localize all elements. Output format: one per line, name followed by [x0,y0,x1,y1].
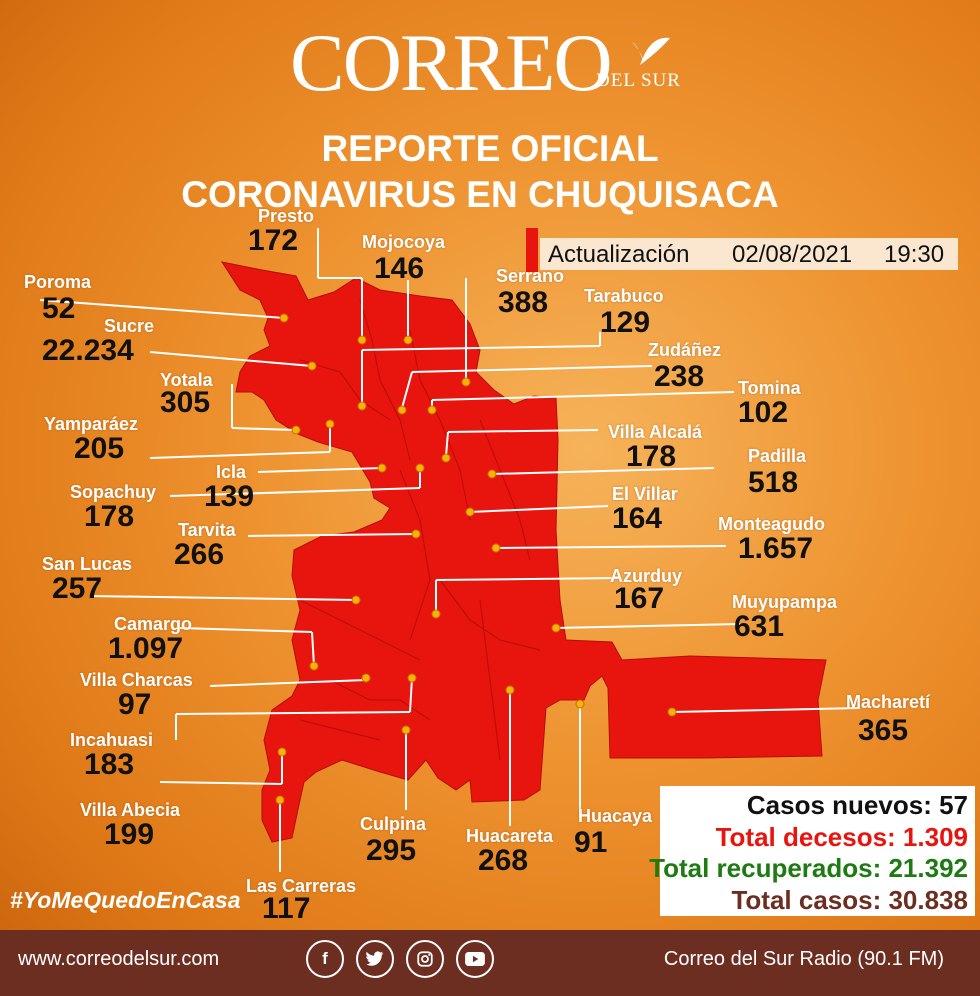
update-label: Actualización [548,241,690,268]
cases-san-lucas: 257 [52,572,103,605]
cases-yamparaez: 205 [74,432,125,465]
update-marker [526,228,538,272]
cases-machareti: 365 [858,714,909,747]
cases-padilla: 518 [748,466,799,499]
cases-presto: 172 [248,224,299,257]
cases-icla: 139 [204,480,255,513]
cases-las-carreras: 117 [262,892,311,925]
cases-poroma: 52 [42,292,76,325]
cases-mojocoya: 146 [374,252,425,285]
total-recovered: Total recuperados: 21.392 [649,853,968,883]
label-monteagudo: Monteagudo [718,514,825,534]
total-deaths: Total decesos: 1.309 [715,821,968,852]
website-link[interactable]: www.correodelsur.com [18,948,220,970]
report-subtitle: CORONAVIRUS EN CHUQUISACA [181,174,779,215]
cases-sopachuy: 178 [84,500,135,533]
youtube-icon[interactable] [456,940,494,978]
cases-yotala: 305 [160,386,211,419]
label-huacareta: Huacareta [466,826,554,846]
hashtag: #YoMeQuedoEnCasa [10,887,241,913]
update-banner: Actualización 02/08/2021 19:30 [526,228,958,272]
label-tarvita: Tarvita [178,520,236,540]
leaf-icon [632,37,670,65]
update-time: 19:30 [884,241,945,268]
label-villa-alcala: Villa Alcalá [608,422,703,442]
logo-subtitle: DEL SUR [596,70,681,91]
label-machareti: Macharetí [846,692,931,712]
label-icla: Icla [216,462,247,482]
cases-monteagudo: 1.657 [738,532,814,565]
municipality-markers [275,313,677,805]
label-sucre: Sucre [104,316,155,336]
cases-culpina: 295 [366,834,417,867]
label-azurduy: Azurduy [610,566,682,586]
label-culpina: Culpina [360,814,426,834]
cases-camargo: 1.097 [108,632,184,665]
label-sopachuy: Sopachuy [70,482,157,502]
label-tarabuco: Tarabuco [584,286,664,306]
radio-info: Correo del Sur Radio (90.1 FM) [663,948,944,970]
footer-bar: www.correodelsur.com f Correo del Sur Ra… [0,930,980,996]
label-incahuasi: Incahuasi [70,730,154,750]
cases-incahuasi: 183 [84,748,135,781]
map-shape [220,261,827,843]
label-padilla: Padilla [748,446,807,466]
label-serrano: Serrano [496,266,565,286]
label-zudanez: Zudáñez [648,340,722,360]
label-las-carreras: Las Carreras [246,876,357,896]
facebook-icon[interactable]: f [306,940,344,978]
label-presto: Presto [258,206,315,226]
label-villa-charcas: Villa Charcas [80,670,193,690]
label-villa-abecia: Villa Abecia [80,800,181,820]
label-camargo: Camargo [114,614,193,634]
cases-tarabuco: 129 [600,306,651,339]
label-san-lucas: San Lucas [42,554,133,574]
cases-tomina: 102 [738,396,789,429]
twitter-icon[interactable] [356,940,394,978]
label-poroma: Poroma [24,272,92,292]
totals-box: Casos nuevos: 57 Total decesos: 1.309 To… [649,790,968,916]
cases-muyupampa: 631 [734,610,785,643]
update-date: 02/08/2021 [732,241,853,268]
new-cases: Casos nuevos: 57 [746,790,968,820]
label-yotala: Yotala [160,370,213,390]
cases-azurduy: 167 [614,582,665,615]
label-mojocoya: Mojocoya [362,232,446,252]
cases-serrano: 388 [498,286,549,319]
label-yamparaez: Yamparáez [44,414,139,434]
report-title: REPORTE OFICIAL [321,128,659,169]
instagram-icon[interactable] [406,940,444,978]
cases-villa-alcala: 178 [626,440,677,473]
label-huacaya: Huacaya [578,806,653,826]
cases-el-villar: 164 [612,502,663,535]
label-tomina: Tomina [738,378,801,398]
cases-huacareta: 268 [478,844,529,877]
cases-huacaya: 91 [574,826,608,859]
cases-tarvita: 266 [174,538,225,571]
cases-villa-charcas: 97 [118,688,152,721]
cases-zudanez: 238 [654,360,705,393]
logo-wordmark: CORREO [290,17,613,108]
total-cases: Total casos: 30.838 [731,884,968,915]
label-el-villar: El Villar [612,484,678,504]
cases-villa-abecia: 199 [104,818,155,851]
totals-panel [660,786,975,916]
cases-sucre: 22.234 [42,334,134,367]
label-muyupampa: Muyupampa [732,592,838,612]
leader-lines [39,228,861,872]
